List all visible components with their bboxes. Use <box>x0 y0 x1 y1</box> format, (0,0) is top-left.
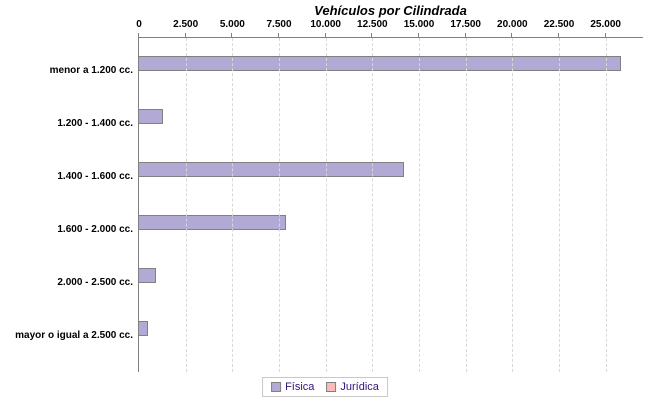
legend-label-fisica: Física <box>285 381 315 393</box>
x-axis-tick <box>558 33 559 38</box>
x-axis-tick-label: 0 <box>136 19 142 30</box>
x-axis-tick <box>511 33 513 38</box>
bar <box>139 215 287 230</box>
gridline <box>419 38 420 372</box>
legend-label-juridica: Jurídica <box>340 381 379 393</box>
x-axis-tick-label: 22.500 <box>543 19 575 30</box>
x-axis-tick <box>278 33 279 38</box>
bar <box>139 321 149 336</box>
legend: Física Jurídica <box>262 377 388 397</box>
category-row <box>139 268 643 283</box>
gridline <box>185 38 187 372</box>
gridline <box>232 38 234 372</box>
x-axis-tick-label: 5.000 <box>219 19 245 30</box>
chart-title: Vehículos por Cilindrada <box>314 3 467 18</box>
x-axis-tick <box>371 33 373 38</box>
x-axis-tick <box>184 33 186 38</box>
x-axis-tick-label: 12.500 <box>357 19 388 30</box>
gridline <box>372 38 374 372</box>
gridline <box>559 38 560 372</box>
x-axis-tick-label: 2.500 <box>173 19 199 30</box>
bar <box>139 268 156 283</box>
gridline <box>279 38 280 372</box>
category-label: mayor o igual a 2.500 cc. <box>15 330 133 341</box>
category-row <box>139 215 643 230</box>
x-axis-tick <box>464 33 466 38</box>
category-row <box>139 109 643 124</box>
category-label: 1.200 - 1.400 cc. <box>57 118 133 129</box>
gridline <box>512 38 514 372</box>
category-label: 2.000 - 2.500 cc. <box>57 277 133 288</box>
x-axis-tick <box>324 33 326 38</box>
category-label: 1.600 - 2.000 cc. <box>57 224 133 235</box>
gridline <box>325 38 327 372</box>
x-axis-tick <box>418 33 419 38</box>
category-row <box>139 56 643 71</box>
x-axis-tick-label: 7.500 <box>266 19 292 30</box>
x-axis-tick <box>231 33 233 38</box>
x-axis-tick-label: 17.500 <box>450 19 481 30</box>
bar <box>139 162 405 177</box>
bar <box>139 109 164 124</box>
bar <box>139 56 621 71</box>
plot-area: 0 2.500 5.000 7.500 10.000 12.500 15.000 17.500… <box>136 19 643 372</box>
gridline <box>465 38 467 372</box>
gridline <box>605 38 607 372</box>
x-axis-tick-label: 15.000 <box>403 19 435 30</box>
category-label: 1.400 - 1.600 cc. <box>57 171 133 182</box>
legend-swatch-fisica <box>271 382 282 392</box>
x-axis-tick <box>138 33 139 38</box>
category-label: menor a 1.200 cc. <box>49 65 133 76</box>
legend-swatch-juridica <box>326 382 337 392</box>
x-axis-tick-label: 10.000 <box>310 19 341 30</box>
legend-item-juridica: Jurídica <box>326 381 379 393</box>
x-axis-tick-label: 20.000 <box>497 19 528 30</box>
x-axis-tick-label: 25.000 <box>590 19 621 30</box>
x-axis-tick <box>604 33 606 38</box>
category-row <box>139 162 643 177</box>
legend-item-fisica: Física <box>271 381 314 393</box>
category-row <box>139 321 643 336</box>
